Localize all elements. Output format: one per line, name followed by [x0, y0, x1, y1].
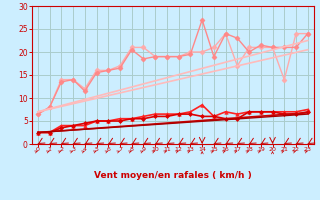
- X-axis label: Vent moyen/en rafales ( km/h ): Vent moyen/en rafales ( km/h ): [94, 171, 252, 180]
